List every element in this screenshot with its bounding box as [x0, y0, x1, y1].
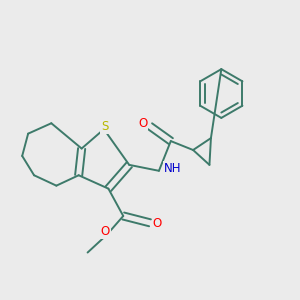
Text: O: O	[101, 225, 110, 238]
Text: NH: NH	[164, 162, 182, 175]
Text: O: O	[153, 217, 162, 230]
Text: S: S	[101, 120, 108, 133]
Text: O: O	[138, 117, 147, 130]
